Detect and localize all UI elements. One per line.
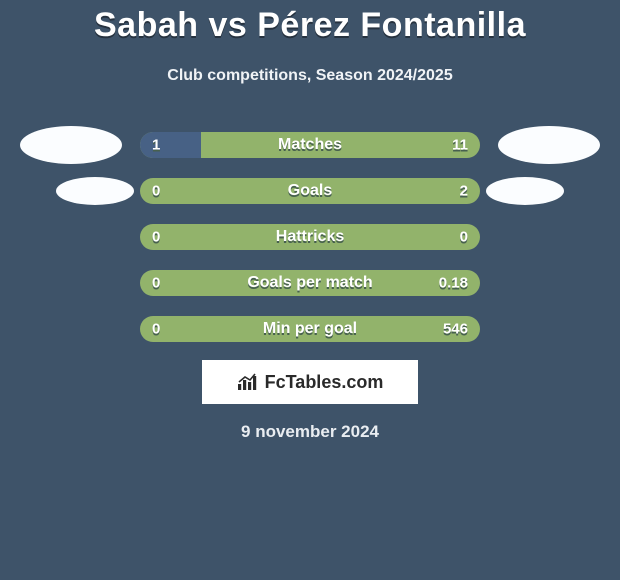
stat-bar-left-fill (140, 132, 201, 158)
page-subtitle: Club competitions, Season 2024/2025 (0, 67, 620, 85)
stat-bar: 111 MatchesMatchesMatches 111111 (140, 132, 480, 158)
stat-rows: 111 MatchesMatchesMatches 111111 000 GoalsGo… (0, 132, 620, 342)
logo-text: FcTables.com (265, 372, 384, 393)
stat-label: GoalsGoalsGoals (288, 182, 332, 200)
stat-label: HattricksHattricksHattricks (276, 228, 344, 246)
stat-bar: 000 HattricksHattricksHattricks 000 (140, 224, 480, 250)
player-left-avatar (20, 126, 122, 164)
chart-icon (237, 373, 259, 391)
stat-value-left: 000 (152, 275, 160, 292)
stat-row: 000 HattricksHattricksHattricks 000 (0, 224, 620, 250)
stat-value-right: 0.180.180.18 (439, 275, 468, 292)
player-left-avatar-small (56, 177, 134, 205)
stat-bar: 000 Goals per matchGoals per matchGoals p… (140, 270, 480, 296)
stat-row: 000 Min per goalMin per goalMin per goal 5… (0, 316, 620, 342)
stat-bar: 000 Min per goalMin per goalMin per goal 5… (140, 316, 480, 342)
stat-row: 111 MatchesMatchesMatches 111111 (0, 132, 620, 158)
stat-row: 000 GoalsGoalsGoals 222 (0, 178, 620, 204)
stat-value-right: 546546546 (443, 321, 468, 338)
stat-label: Min per goalMin per goalMin per goal (263, 320, 357, 338)
title-text: Sabah vs Pérez Fontanilla (94, 6, 526, 44)
stat-value-left: 000 (152, 321, 160, 338)
stat-value-right: 111111 (452, 137, 468, 154)
stat-value-right: 000 (460, 229, 468, 246)
page-title: Sabah vs Pérez Fontanilla Sabah vs Pérez… (0, 0, 620, 45)
stat-value-left: 000 (152, 229, 160, 246)
stat-bar: 000 GoalsGoalsGoals 222 (140, 178, 480, 204)
stat-row: 000 Goals per matchGoals per matchGoals p… (0, 270, 620, 296)
player-right-avatar (498, 126, 600, 164)
stat-value-left: 111 (152, 137, 160, 154)
player-right-avatar-small (486, 177, 564, 205)
stat-value-right: 222 (460, 183, 468, 200)
stat-label: MatchesMatchesMatches (278, 136, 342, 154)
footer-date: 9 november 2024 (0, 422, 620, 442)
stat-value-left: 000 (152, 183, 160, 200)
logo-box: FcTables.com (202, 360, 418, 404)
stat-label: Goals per matchGoals per matchGoals per … (247, 274, 372, 292)
